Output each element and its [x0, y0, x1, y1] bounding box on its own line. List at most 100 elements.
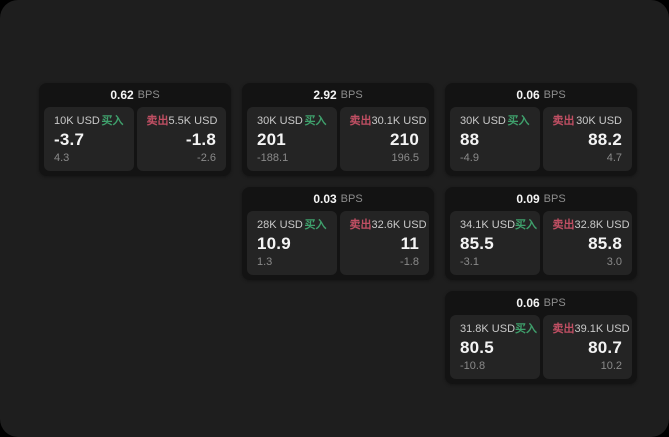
sell-delta: 196.5 [391, 152, 419, 164]
buy-delta: 4.3 [54, 152, 70, 164]
quote-card: 0.06 BPS 30K USD 买入 88 -4.9 卖出 30K USD 8… [445, 83, 637, 176]
buy-button[interactable]: 买入 [507, 115, 530, 127]
buy-tile[interactable]: 31.8K USD 买入 80.5 -10.8 [450, 315, 540, 379]
buy-delta: -188.1 [257, 152, 289, 164]
buy-tile[interactable]: 34.1K USD 买入 85.5 -3.1 [450, 211, 540, 275]
buy-tile-top: 30K USD 买入 [460, 115, 530, 127]
bps-value: 0.09 [516, 192, 540, 206]
buy-tile-top: 28K USD 买入 [257, 219, 327, 231]
bps-unit-label: BPS [137, 89, 160, 101]
buy-amount: 31.8K USD [460, 323, 516, 335]
quote-card-body: 30K USD 买入 201 -188.1 卖出 30.1K USD 210 1… [247, 107, 429, 171]
buy-price: 80.5 [460, 337, 494, 357]
sell-amount: 32.8K USD [574, 219, 630, 231]
bps-value: 2.92 [313, 88, 337, 102]
sell-amount: 39.1K USD [574, 323, 630, 335]
sell-tile-top: 卖出 30.1K USD [349, 115, 427, 127]
quote-card: 0.09 BPS 34.1K USD 买入 85.5 -3.1 卖出 32.8K… [445, 187, 637, 280]
sell-tile[interactable]: 卖出 39.1K USD 80.7 10.2 [542, 315, 632, 379]
sell-tile[interactable]: 卖出 30K USD 88.2 4.7 [542, 107, 632, 171]
quote-card-body: 10K USD 买入 -3.7 4.3 卖出 5.5K USD -1.8 -2.… [44, 107, 226, 171]
buy-tile-top: 31.8K USD 买入 [460, 323, 537, 335]
buy-price: -3.7 [54, 129, 85, 149]
buy-button[interactable]: 买入 [304, 219, 327, 231]
buy-tile[interactable]: 30K USD 买入 88 -4.9 [450, 107, 540, 171]
bps-header: 0.06 BPS [450, 291, 632, 315]
sell-button[interactable]: 卖出 [552, 219, 575, 231]
buy-price: 201 [257, 129, 286, 149]
sell-tile[interactable]: 卖出 32.8K USD 85.8 3.0 [542, 211, 632, 275]
buy-button[interactable]: 买入 [515, 219, 538, 231]
buy-amount: 30K USD [460, 115, 506, 127]
quote-card: 2.92 BPS 30K USD 买入 201 -188.1 卖出 30.1K … [242, 83, 434, 176]
sell-delta: -1.8 [400, 256, 419, 268]
sell-price: 210 [390, 129, 419, 149]
sell-delta: 4.7 [606, 152, 622, 164]
buy-tile-top: 30K USD 买入 [257, 115, 327, 127]
sell-amount: 30.1K USD [371, 115, 427, 127]
sell-price: -1.8 [185, 129, 216, 149]
bps-header: 0.09 BPS [450, 187, 632, 211]
sell-button[interactable]: 卖出 [349, 115, 372, 127]
sell-price: 88.2 [588, 129, 622, 149]
sell-tile-top: 卖出 30K USD [553, 115, 623, 127]
sell-delta: 3.0 [606, 256, 622, 268]
sell-tile-top: 卖出 5.5K USD [146, 115, 218, 127]
sell-price: 11 [400, 233, 419, 253]
buy-button[interactable]: 买入 [304, 115, 327, 127]
buy-delta: -3.1 [460, 256, 479, 268]
buy-price: 85.5 [460, 233, 494, 253]
bps-unit-label: BPS [340, 193, 363, 205]
sell-button[interactable]: 卖出 [146, 115, 169, 127]
buy-price: 10.9 [257, 233, 291, 253]
bps-unit-label: BPS [543, 297, 566, 309]
sell-tile[interactable]: 卖出 5.5K USD -1.8 -2.6 [136, 107, 226, 171]
buy-tile[interactable]: 28K USD 买入 10.9 1.3 [247, 211, 337, 275]
sell-button[interactable]: 卖出 [349, 219, 372, 231]
sell-tile[interactable]: 卖出 32.6K USD 11 -1.8 [339, 211, 429, 275]
bps-header: 2.92 BPS [247, 83, 429, 107]
bps-header: 0.03 BPS [247, 187, 429, 211]
quote-card: 0.62 BPS 10K USD 买入 -3.7 4.3 卖出 5.5K USD… [39, 83, 231, 176]
sell-amount: 32.6K USD [371, 219, 427, 231]
buy-delta: 1.3 [257, 256, 273, 268]
sell-tile-top: 卖出 32.6K USD [349, 219, 427, 231]
buy-tile-top: 34.1K USD 买入 [460, 219, 537, 231]
buy-amount: 10K USD [54, 115, 100, 127]
quote-card-body: 31.8K USD 买入 80.5 -10.8 卖出 39.1K USD 80.… [450, 315, 632, 379]
quote-card-body: 30K USD 买入 88 -4.9 卖出 30K USD 88.2 4.7 [450, 107, 632, 171]
bps-unit-label: BPS [543, 89, 566, 101]
buy-delta: -10.8 [460, 360, 486, 372]
sell-tile[interactable]: 卖出 30.1K USD 210 196.5 [339, 107, 429, 171]
sell-tile-top: 卖出 39.1K USD [552, 323, 630, 335]
sell-delta: -2.6 [197, 152, 216, 164]
buy-price: 88 [460, 129, 480, 149]
quote-card-body: 34.1K USD 买入 85.5 -3.1 卖出 32.8K USD 85.8… [450, 211, 632, 275]
sell-delta: 10.2 [600, 360, 622, 372]
buy-amount: 30K USD [257, 115, 303, 127]
buy-amount: 34.1K USD [460, 219, 516, 231]
quote-card: 0.03 BPS 28K USD 买入 10.9 1.3 卖出 32.6K US… [242, 187, 434, 280]
bps-unit-label: BPS [340, 89, 363, 101]
buy-button[interactable]: 买入 [101, 115, 124, 127]
bps-unit-label: BPS [543, 193, 566, 205]
sell-button[interactable]: 卖出 [552, 323, 575, 335]
sell-amount: 30K USD [576, 115, 622, 127]
bps-value: 0.62 [110, 88, 134, 102]
quotes-grid: 0.62 BPS 10K USD 买入 -3.7 4.3 卖出 5.5K USD… [39, 83, 637, 384]
buy-delta: -4.9 [460, 152, 479, 164]
bps-value: 0.06 [516, 88, 540, 102]
quote-card: 0.06 BPS 31.8K USD 买入 80.5 -10.8 卖出 39.1… [445, 291, 637, 384]
buy-button[interactable]: 买入 [515, 323, 538, 335]
sell-button[interactable]: 卖出 [552, 115, 575, 127]
sell-price: 80.7 [588, 337, 622, 357]
buy-tile-top: 10K USD 买入 [54, 115, 124, 127]
buy-tile[interactable]: 10K USD 买入 -3.7 4.3 [44, 107, 134, 171]
buy-tile[interactable]: 30K USD 买入 201 -188.1 [247, 107, 337, 171]
sell-tile-top: 卖出 32.8K USD [552, 219, 630, 231]
bps-value: 0.03 [313, 192, 337, 206]
buy-amount: 28K USD [257, 219, 303, 231]
bps-header: 0.06 BPS [450, 83, 632, 107]
bps-header: 0.62 BPS [44, 83, 226, 107]
